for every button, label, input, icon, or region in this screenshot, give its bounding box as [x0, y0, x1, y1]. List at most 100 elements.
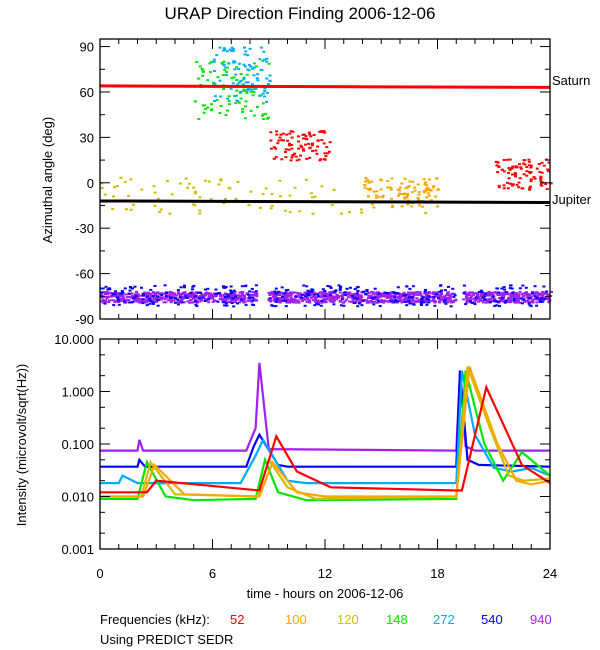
azimuth-point-100	[427, 192, 431, 195]
azimuth-point-940	[468, 297, 472, 300]
azimuth-point-52	[314, 149, 318, 152]
azimuth-point-540	[117, 299, 121, 302]
azimuth-point-940	[299, 298, 303, 301]
azimuth-ticks: 90 60 30 0 -30 -60 -90	[75, 39, 551, 327]
azimuth-point-940	[370, 290, 374, 293]
azimuth-point-540	[498, 305, 501, 308]
azimuth-point-540	[396, 300, 400, 303]
azimuth-point-100	[369, 187, 372, 190]
azimuth-point-940	[154, 301, 158, 303]
azimuth-point-52	[527, 160, 531, 163]
azimuth-point-272	[235, 99, 239, 102]
azimuth-point-540	[423, 290, 427, 293]
azimuth-point-272	[251, 67, 254, 70]
azimuth-point-540	[274, 287, 278, 290]
azimuth-point-940	[389, 291, 393, 294]
azimuth-point-940	[311, 293, 315, 296]
azimuth-point-540	[277, 290, 281, 293]
azimuth-points	[100, 46, 553, 308]
azimuth-point-52	[319, 130, 323, 133]
azimuth-point-540	[311, 288, 315, 291]
azimuth-point-940	[360, 296, 364, 299]
azimuth-point-940	[398, 295, 402, 298]
azimuth-point-52	[284, 148, 288, 151]
azimuth-point-940	[387, 300, 391, 302]
azimuth-point-52	[324, 155, 328, 158]
azimuth-point-940	[201, 294, 205, 297]
azimuth-point-940	[488, 294, 492, 297]
azimuth-point-940	[332, 297, 336, 300]
azimuth-point-540	[427, 301, 431, 304]
azimuth-point-120	[159, 208, 163, 211]
azimuth-point-940	[243, 294, 246, 297]
azimuth-point-540	[151, 294, 155, 297]
azimuth-point-52	[323, 152, 327, 155]
azimuth-point-940	[332, 300, 336, 303]
azimuth-point-540	[133, 296, 137, 299]
azimuth-point-940	[383, 299, 387, 302]
azimuth-point-940	[283, 297, 287, 300]
azimuth-point-540	[321, 288, 325, 291]
azimuth-point-540	[462, 292, 466, 295]
azimuth-point-540	[419, 302, 423, 305]
azimuth-point-940	[149, 292, 153, 295]
azimuth-point-540	[473, 303, 477, 306]
azimuth-point-940	[192, 295, 196, 298]
azimuth-point-272	[231, 50, 235, 53]
azimuth-point-540	[217, 292, 221, 295]
azimuth-point-540	[329, 287, 333, 289]
azimuth-point-940	[396, 296, 400, 299]
azimuth-point-100	[413, 186, 417, 189]
azimuth-point-272	[237, 62, 241, 65]
azimuth-point-272	[228, 48, 232, 51]
azimuth-point-940	[341, 301, 345, 304]
azimuth-point-940	[339, 295, 343, 298]
azimuth-point-940	[328, 300, 332, 303]
series-52	[100, 383, 551, 494]
azimuth-point-540	[182, 284, 186, 287]
azimuth-point-52	[518, 163, 521, 166]
azimuth-point-540	[229, 285, 233, 288]
azimuth-point-940	[445, 300, 448, 303]
azimuth-point-540	[386, 292, 390, 294]
azimuth-point-540	[510, 287, 514, 290]
azimuth-point-272	[233, 68, 237, 71]
azimuth-point-120	[140, 188, 144, 191]
azimuth-point-940	[181, 291, 185, 294]
azimuth-point-100	[370, 180, 374, 183]
legend-item-540: 540	[481, 612, 503, 627]
azimuth-point-940	[384, 293, 387, 296]
azimuth-point-940	[509, 296, 513, 299]
azimuth-point-540	[313, 304, 317, 307]
azimuth-point-940	[248, 299, 251, 302]
azimuth-point-540	[283, 292, 287, 295]
azimuth-point-52	[525, 170, 529, 173]
azimuth-point-540	[192, 284, 196, 287]
azimuth-point-100	[375, 196, 379, 199]
azimuth-point-540	[407, 300, 411, 302]
azimuth-point-540	[304, 295, 308, 298]
azimuth-point-940	[318, 291, 322, 294]
azimuth-point-540	[244, 303, 248, 306]
azimuth-point-52	[328, 141, 332, 144]
azimuth-point-148	[262, 118, 266, 121]
azimuth-point-148	[242, 88, 246, 91]
azimuth-point-940	[103, 299, 107, 302]
azimuth-point-940	[328, 291, 332, 294]
azimuth-point-940	[329, 295, 333, 298]
azimuth-point-540	[529, 305, 533, 308]
azimuth-point-540	[520, 302, 524, 305]
azimuth-point-940	[101, 298, 105, 301]
azimuth-point-940	[499, 294, 503, 297]
azimuth-point-940	[143, 301, 147, 304]
azimuth-point-120	[424, 212, 428, 215]
azimuth-point-52	[509, 182, 512, 185]
azimuth-point-100	[435, 177, 439, 180]
azimuth-point-940	[399, 296, 402, 299]
azimuth-point-940	[468, 299, 472, 301]
azimuth-point-940	[311, 299, 315, 302]
azimuth-point-940	[550, 290, 553, 293]
azimuth-point-100	[367, 181, 371, 184]
azimuth-point-120	[192, 186, 196, 189]
azimuth-point-148	[252, 114, 256, 117]
